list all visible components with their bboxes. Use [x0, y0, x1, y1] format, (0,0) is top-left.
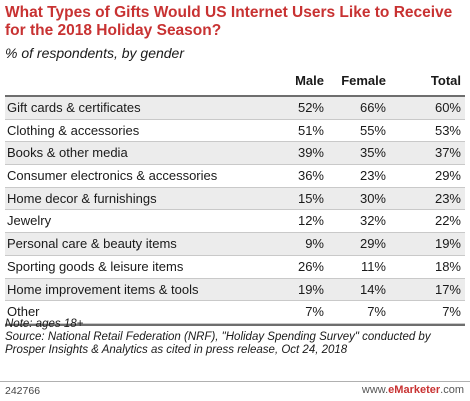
row-label: Home improvement items & tools	[7, 281, 199, 297]
cell-total: 22%	[434, 213, 461, 229]
cell-female: 32%	[359, 213, 386, 229]
cell-male: 19%	[297, 281, 324, 297]
table-row: Books & other media 39% 35% 37%	[5, 142, 465, 166]
cell-total: 37%	[434, 145, 461, 161]
chart-id: 242766	[5, 385, 41, 397]
brand-logo: www.eMarketer.com	[362, 384, 464, 396]
brand-name: eMarketer	[388, 384, 441, 396]
table-row: Home improvement items & tools 19% 14% 17%	[5, 278, 465, 302]
cell-female: 7%	[367, 304, 386, 320]
cell-female: 11%	[360, 258, 386, 274]
row-label: Sporting goods & leisure items	[7, 258, 184, 274]
row-label: Books & other media	[7, 145, 128, 161]
cell-male: 39%	[297, 145, 324, 161]
cell-male: 7%	[305, 304, 324, 320]
cell-total: 60%	[434, 100, 461, 115]
table-row: Jewelry 12% 32% 22%	[5, 210, 465, 234]
brand-prefix: www.	[361, 384, 389, 396]
table-row: Personal care & beauty items 9% 29% 19%	[5, 233, 465, 256]
table-row: Clothing & accessories 51% 55% 53%	[5, 120, 465, 143]
note-text: Note: ages 18+	[5, 318, 84, 330]
cell-male: 15%	[297, 190, 324, 206]
table-body: Gift cards & certificates 52% 66% 60% Clothi…	[5, 97, 465, 324]
row-label: Other	[7, 304, 40, 320]
cell-female: 35%	[359, 145, 386, 161]
row-label: Consumer electronics & accessories	[7, 168, 218, 184]
cell-male: 51%	[297, 122, 324, 138]
table-row: Gift cards & certificates 52% 66% 60%	[5, 97, 465, 120]
row-label: Personal care & beauty items	[7, 236, 177, 252]
notes: Note: ages 18+ Source: National Retail F…	[5, 318, 465, 357]
table-bottom-rule	[5, 323, 465, 326]
cell-male: 12%	[297, 213, 324, 229]
cell-female: 55%	[359, 122, 386, 138]
table-row: Sporting goods & leisure items 26% 11% 18%	[5, 256, 465, 279]
table-header: Male Female Total	[5, 69, 465, 97]
cell-male: 9%	[305, 236, 324, 252]
row-label: Home decor & furnishings	[7, 190, 157, 206]
header-female: Female	[341, 73, 386, 88]
cell-male: 52%	[297, 100, 324, 115]
cell-male: 26%	[297, 258, 324, 274]
cell-total: 19%	[434, 236, 461, 252]
cell-female: 14%	[359, 281, 386, 297]
table-row: Consumer electronics & accessories 36% 23%…	[5, 165, 465, 188]
data-table: Male Female Total Gift cards & certifica…	[5, 69, 465, 326]
cell-total: 23%	[434, 190, 461, 206]
cell-total: 53%	[434, 122, 461, 138]
cell-female: 29%	[359, 236, 386, 252]
row-label: Jewelry	[7, 213, 52, 229]
chart-subtitle: % of respondents, by gender	[5, 45, 185, 61]
row-label: Gift cards & certificates	[7, 100, 141, 115]
header-total: Total	[430, 73, 461, 88]
source-text: Source: National Retail Federation (NRF)…	[5, 331, 431, 356]
cell-total: 29%	[434, 168, 461, 184]
cell-total: 17%	[434, 281, 461, 297]
cell-total: 7%	[442, 304, 461, 320]
brand-suffix: .com	[440, 384, 464, 396]
cell-male: 36%	[297, 168, 324, 184]
cell-female: 66%	[359, 100, 386, 115]
table-row: Home decor & furnishings 15% 30% 23%	[5, 187, 465, 211]
header-male: Male	[295, 73, 324, 88]
row-label: Clothing & accessories	[7, 122, 140, 138]
cell-female: 30%	[359, 190, 386, 206]
footer: 242766 www.eMarketer.com	[0, 381, 470, 401]
table-row: Other 7% 7% 7%	[5, 301, 465, 324]
chart-title: What Types of Gifts Would US Internet Us…	[5, 4, 453, 39]
cell-total: 18%	[434, 258, 461, 274]
cell-female: 23%	[359, 168, 386, 184]
